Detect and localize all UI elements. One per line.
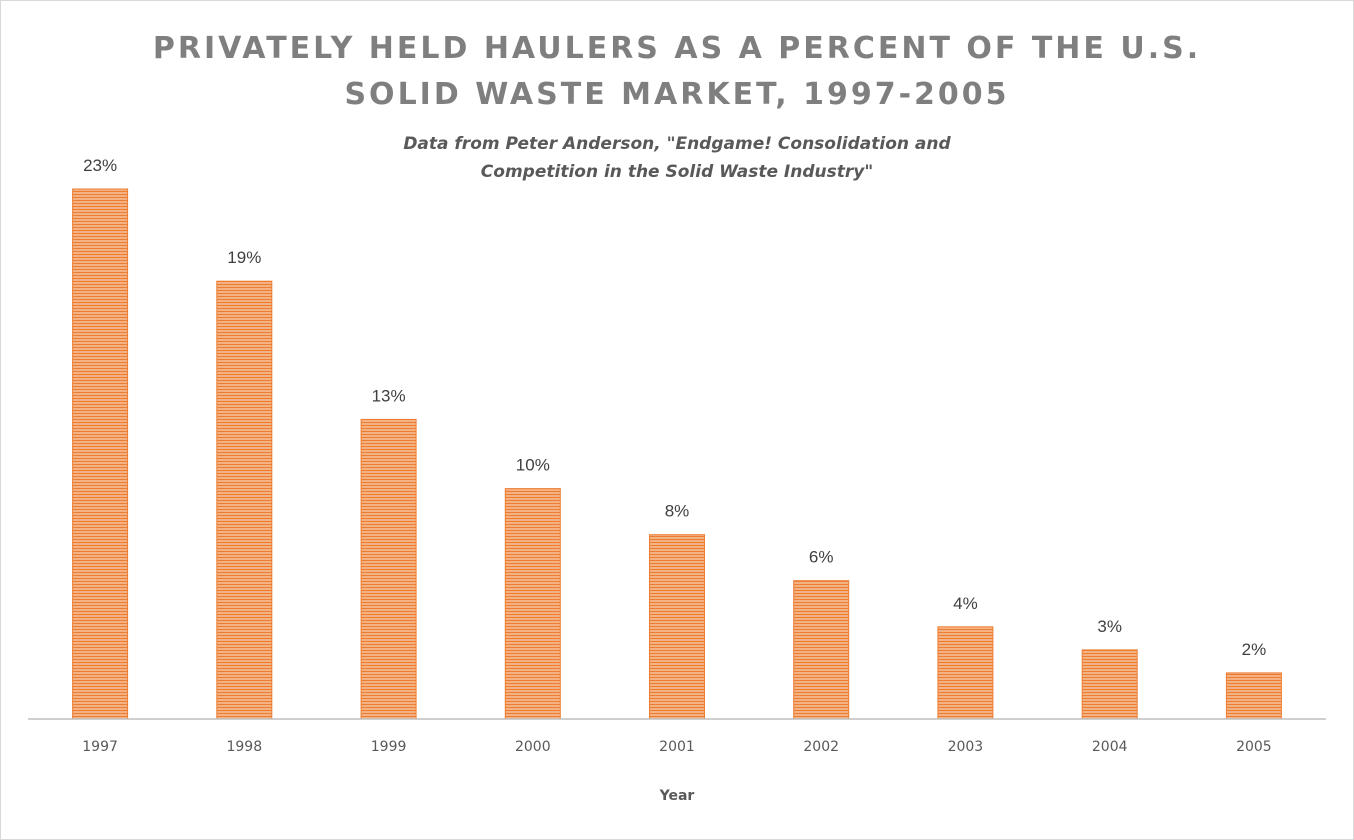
data-label-2005: 2% <box>1242 640 1267 659</box>
chart-title: PRIVATELY HELD HAULERS AS A PERCENT OF T… <box>0 26 1354 118</box>
bars-group <box>72 188 1282 720</box>
x-axis-title: Year <box>659 788 695 804</box>
chart-title-line-1: PRIVATELY HELD HAULERS AS A PERCENT OF T… <box>152 31 1202 66</box>
data-label-2003: 4% <box>953 594 978 613</box>
data-label-1999: 13% <box>372 386 406 405</box>
chart-title-line-2: SOLID WASTE MARKET, 1997-2005 <box>344 77 1010 112</box>
bar-2003 <box>937 626 994 720</box>
x-tick-labels-group: 1997 1998 1999 2000 2001 2002 2003 2004 2005 <box>82 739 1271 755</box>
chart-subtitle: Data from Peter Anderson, "Endgame! Cons… <box>0 130 1354 186</box>
bar-1998 <box>216 280 273 720</box>
bar-2002 <box>793 580 850 720</box>
x-tick-label-2000: 2000 <box>515 739 551 755</box>
bar-2001 <box>649 534 705 720</box>
chart-subtitle-line-1: Data from Peter Anderson, "Endgame! Cons… <box>403 134 951 154</box>
data-label-2000: 10% <box>516 456 550 475</box>
bar-2000 <box>504 488 561 720</box>
data-label-2001: 8% <box>665 502 690 521</box>
x-tick-label-2001: 2001 <box>659 739 695 755</box>
bar-1999 <box>360 418 417 720</box>
chart-subtitle-line-2: Competition in the Solid Waste Industry" <box>480 162 874 182</box>
data-label-2004: 3% <box>1097 617 1122 636</box>
data-label-2002: 6% <box>809 548 834 567</box>
x-tick-label-2002: 2002 <box>803 739 839 755</box>
x-tick-label-1998: 1998 <box>226 739 262 755</box>
x-tick-label-2005: 2005 <box>1236 739 1272 755</box>
data-label-1997: 23% <box>83 156 117 175</box>
x-tick-label-1997: 1997 <box>82 739 118 755</box>
value-labels-group: 23% 19% 13% 10% 8% 6% 4% 3% 2% <box>83 156 1266 659</box>
data-label-1998: 19% <box>227 248 261 267</box>
x-tick-label-2004: 2004 <box>1092 739 1128 755</box>
bar-2005 <box>1225 672 1282 720</box>
bar-1997 <box>72 188 129 720</box>
bar-2004 <box>1081 649 1138 720</box>
x-tick-label-1999: 1999 <box>371 739 407 755</box>
x-tick-label-2003: 2003 <box>948 739 984 755</box>
